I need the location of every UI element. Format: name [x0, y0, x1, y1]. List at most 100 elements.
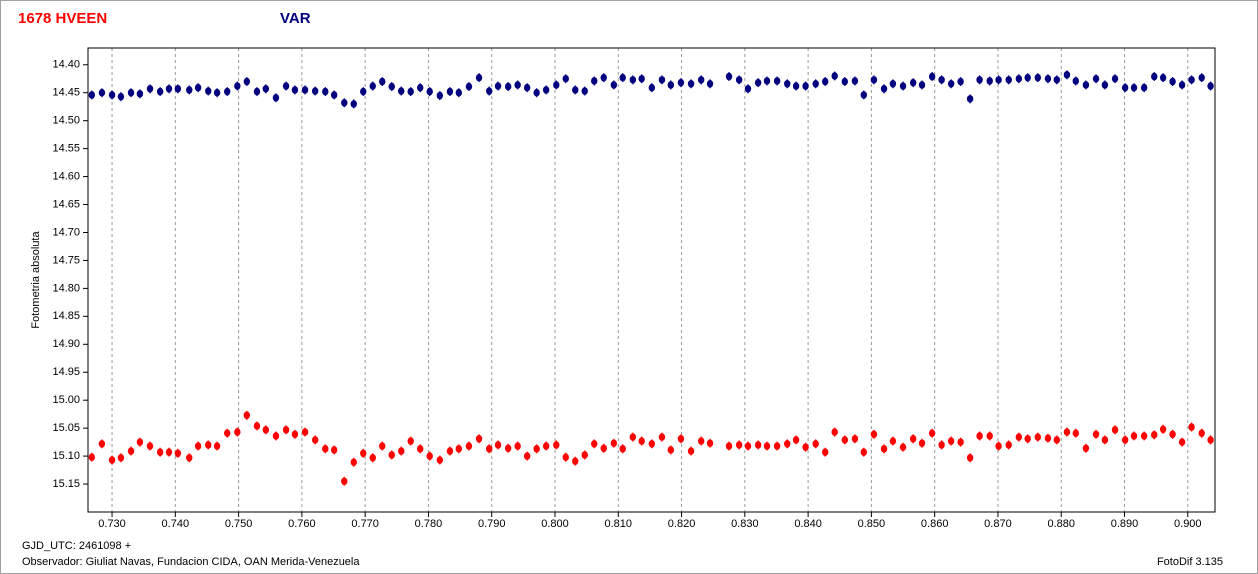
point	[341, 98, 348, 107]
y-tick-label: 14.95	[52, 366, 80, 378]
point	[802, 82, 809, 90]
point	[995, 76, 1002, 84]
point	[213, 88, 221, 97]
point	[792, 436, 800, 444]
point	[880, 445, 888, 453]
point	[436, 91, 444, 100]
point	[754, 78, 762, 87]
point	[938, 76, 945, 84]
point	[156, 87, 164, 96]
point	[562, 453, 569, 462]
point	[224, 429, 231, 437]
point	[1063, 71, 1071, 79]
point	[629, 433, 637, 441]
point	[986, 77, 993, 85]
point	[773, 442, 781, 450]
x-tick-label: 0.820	[668, 518, 696, 530]
point	[792, 82, 800, 90]
point	[455, 88, 463, 97]
point	[136, 90, 144, 98]
point	[243, 77, 251, 86]
point	[262, 85, 270, 93]
point	[1034, 73, 1042, 82]
y-tick-label: 15.10	[52, 450, 80, 462]
point	[234, 82, 241, 90]
point	[976, 432, 983, 440]
point	[648, 439, 656, 448]
point	[262, 426, 270, 434]
point	[812, 439, 819, 448]
point	[957, 77, 964, 86]
point	[301, 428, 309, 436]
point	[1092, 430, 1100, 439]
point	[1034, 433, 1042, 441]
point	[165, 85, 173, 93]
point	[272, 93, 280, 102]
point	[407, 437, 414, 445]
point	[253, 422, 261, 430]
x-tick-label: 0.880	[1047, 518, 1075, 530]
point	[687, 447, 695, 455]
y-axis-label: Fotometria absoluta	[30, 231, 42, 329]
point	[744, 85, 752, 93]
x-tick-label: 0.740	[162, 518, 190, 530]
point	[928, 429, 936, 437]
point	[870, 430, 878, 439]
point	[1063, 428, 1071, 436]
point	[1207, 82, 1214, 90]
point	[350, 458, 357, 467]
y-tick-label: 14.55	[52, 143, 80, 155]
point	[136, 438, 144, 446]
point	[938, 441, 945, 449]
point	[610, 439, 618, 448]
point	[1140, 83, 1148, 92]
y-tick-label: 14.90	[52, 338, 80, 350]
point	[600, 444, 607, 453]
point	[311, 436, 319, 444]
x-tick-label: 0.790	[478, 518, 506, 530]
point	[744, 442, 752, 450]
point	[108, 456, 116, 464]
point	[638, 74, 645, 83]
point	[725, 72, 733, 81]
point	[889, 79, 897, 88]
point	[291, 86, 299, 94]
point	[523, 452, 531, 460]
point	[1101, 436, 1109, 444]
point	[272, 432, 280, 440]
point	[687, 79, 695, 88]
point	[455, 445, 463, 453]
point	[831, 72, 838, 80]
point	[330, 446, 338, 454]
point	[658, 76, 666, 84]
point	[697, 76, 705, 84]
point	[1111, 426, 1119, 434]
point	[475, 73, 483, 82]
point	[572, 457, 579, 465]
point	[1159, 73, 1167, 82]
point	[899, 443, 907, 451]
point	[812, 79, 819, 88]
point	[1140, 432, 1148, 440]
point	[851, 77, 859, 85]
point	[1005, 441, 1012, 449]
point	[667, 81, 675, 89]
point	[417, 83, 424, 92]
point	[388, 451, 395, 459]
y-tick-label: 14.80	[52, 282, 80, 294]
point	[165, 448, 173, 456]
point	[754, 441, 762, 449]
point	[658, 433, 666, 441]
point	[379, 442, 386, 450]
point	[870, 76, 878, 84]
point	[851, 434, 859, 443]
point	[638, 437, 645, 445]
y-tick-label: 14.65	[52, 198, 80, 210]
point	[1207, 436, 1214, 444]
point	[186, 86, 193, 94]
point	[360, 87, 367, 96]
point	[918, 439, 926, 448]
point	[426, 87, 433, 96]
point	[1151, 72, 1158, 81]
y-tick-label: 14.50	[52, 115, 80, 127]
